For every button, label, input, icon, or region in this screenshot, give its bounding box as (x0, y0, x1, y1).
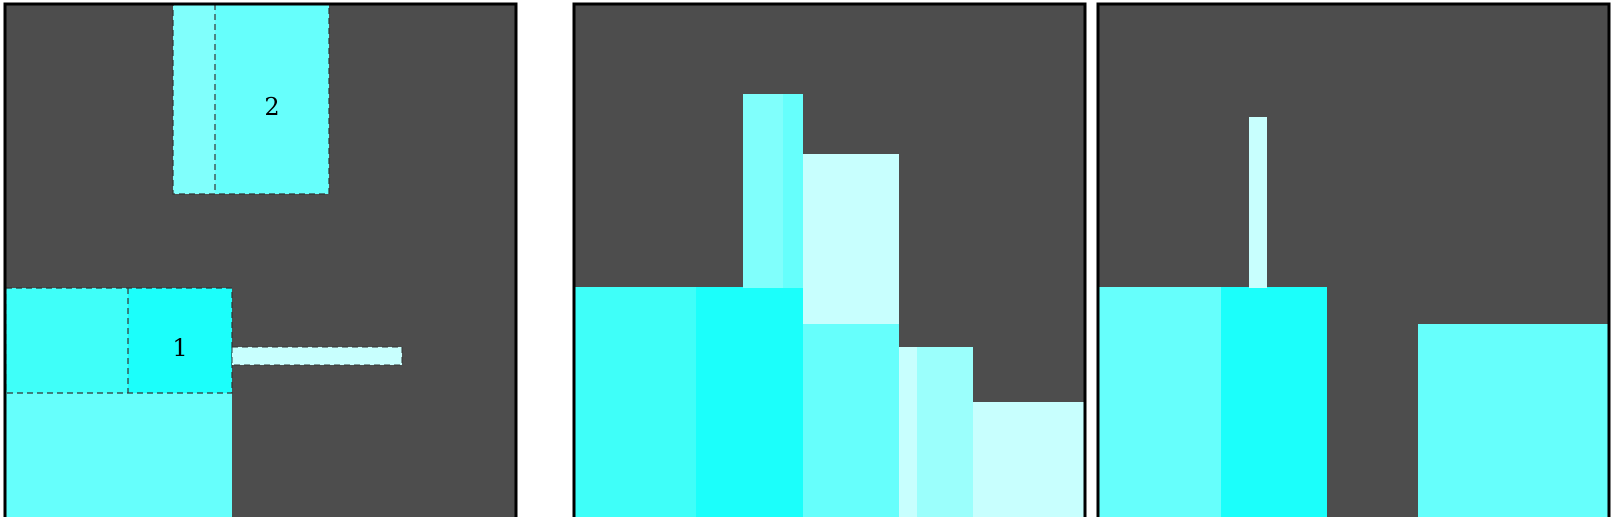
block-e (973, 402, 1085, 517)
thin-tower (1249, 117, 1267, 288)
block-2-right (215, 4, 329, 194)
panel-right (1096, 2, 1611, 517)
block-c (1418, 324, 1609, 517)
block-1-left (6, 288, 128, 393)
panel-border (572, 2, 1087, 517)
block-2-outline (172, 3, 330, 195)
block-1-right (128, 288, 232, 393)
block-b (696, 287, 803, 517)
block-a (1099, 287, 1221, 517)
block-2-label: 2 (264, 93, 279, 121)
block-1-label: 1 (172, 334, 187, 362)
block-2-left (173, 4, 215, 194)
block-a (575, 287, 696, 517)
tower-left (743, 94, 783, 288)
panel-border (1096, 2, 1611, 517)
block-1-outline (5, 287, 233, 394)
panel-border (3, 2, 518, 517)
block-bottom (6, 392, 232, 517)
block-c-bottom (803, 324, 899, 517)
block-b (1221, 287, 1327, 517)
tower-right (783, 94, 803, 288)
panel-middle (572, 2, 1087, 517)
block-d-narrow (899, 347, 917, 517)
block-c-top (803, 154, 899, 324)
block-d (917, 347, 973, 517)
thin-strip (231, 346, 403, 366)
panel-left: 1 2 (3, 2, 518, 517)
